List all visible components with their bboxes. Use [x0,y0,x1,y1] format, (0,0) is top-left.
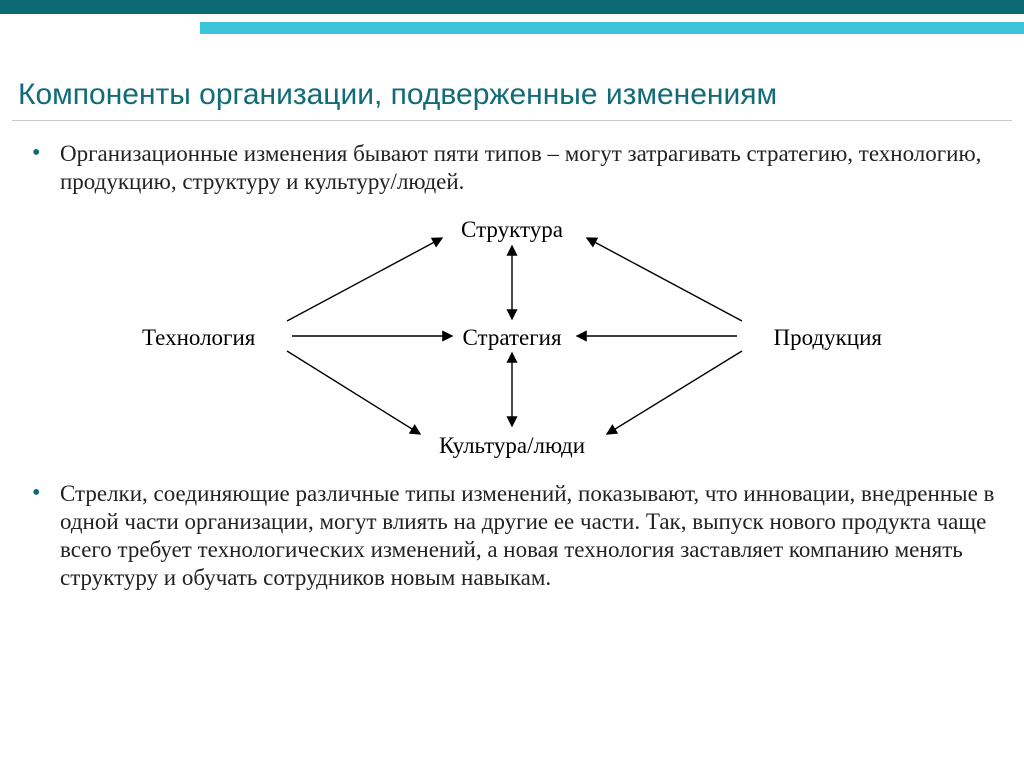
diagram-edge [287,238,442,321]
diagram-edge [587,238,742,321]
diagram-node-product: Продукция [773,324,882,352]
diagram-node-technology: Технология [142,324,255,352]
slide-body: Организационные изменения бывают пяти ти… [26,140,998,600]
bullet-text: Организационные изменения бывают пяти ти… [60,141,981,194]
bullet-item: Стрелки, соединяющие различные типы изме… [26,480,998,592]
bullet-item: Организационные изменения бывают пяти ти… [26,140,998,196]
diagram: Структура Технология Стратегия Продукция Кул… [82,206,942,466]
diagram-edge [607,351,742,434]
bullet-list: Стрелки, соединяющие различные типы изме… [26,480,998,592]
diagram-node-culture: Культура/люди [439,432,585,460]
diagram-node-structure: Структура [461,216,563,244]
header-bar-light [200,22,1024,34]
bullet-text: Стрелки, соединяющие различные типы изме… [60,481,994,590]
page-title: Компоненты организации, подверженные изм… [18,78,777,112]
diagram-edge [287,351,420,434]
diagram-node-strategy: Стратегия [462,324,561,352]
title-rule [12,120,1012,121]
header-bar-dark [0,0,1024,14]
bullet-list: Организационные изменения бывают пяти ти… [26,140,998,196]
